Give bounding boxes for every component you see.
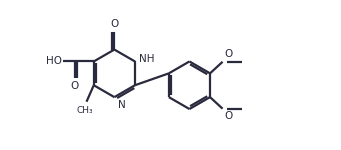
Text: N: N	[118, 100, 125, 110]
Text: O: O	[224, 111, 232, 121]
Text: O: O	[224, 49, 232, 59]
Text: NH: NH	[139, 54, 154, 64]
Text: O: O	[110, 19, 118, 29]
Text: HO: HO	[46, 56, 62, 66]
Text: O: O	[71, 81, 79, 91]
Text: CH₃: CH₃	[76, 106, 93, 115]
